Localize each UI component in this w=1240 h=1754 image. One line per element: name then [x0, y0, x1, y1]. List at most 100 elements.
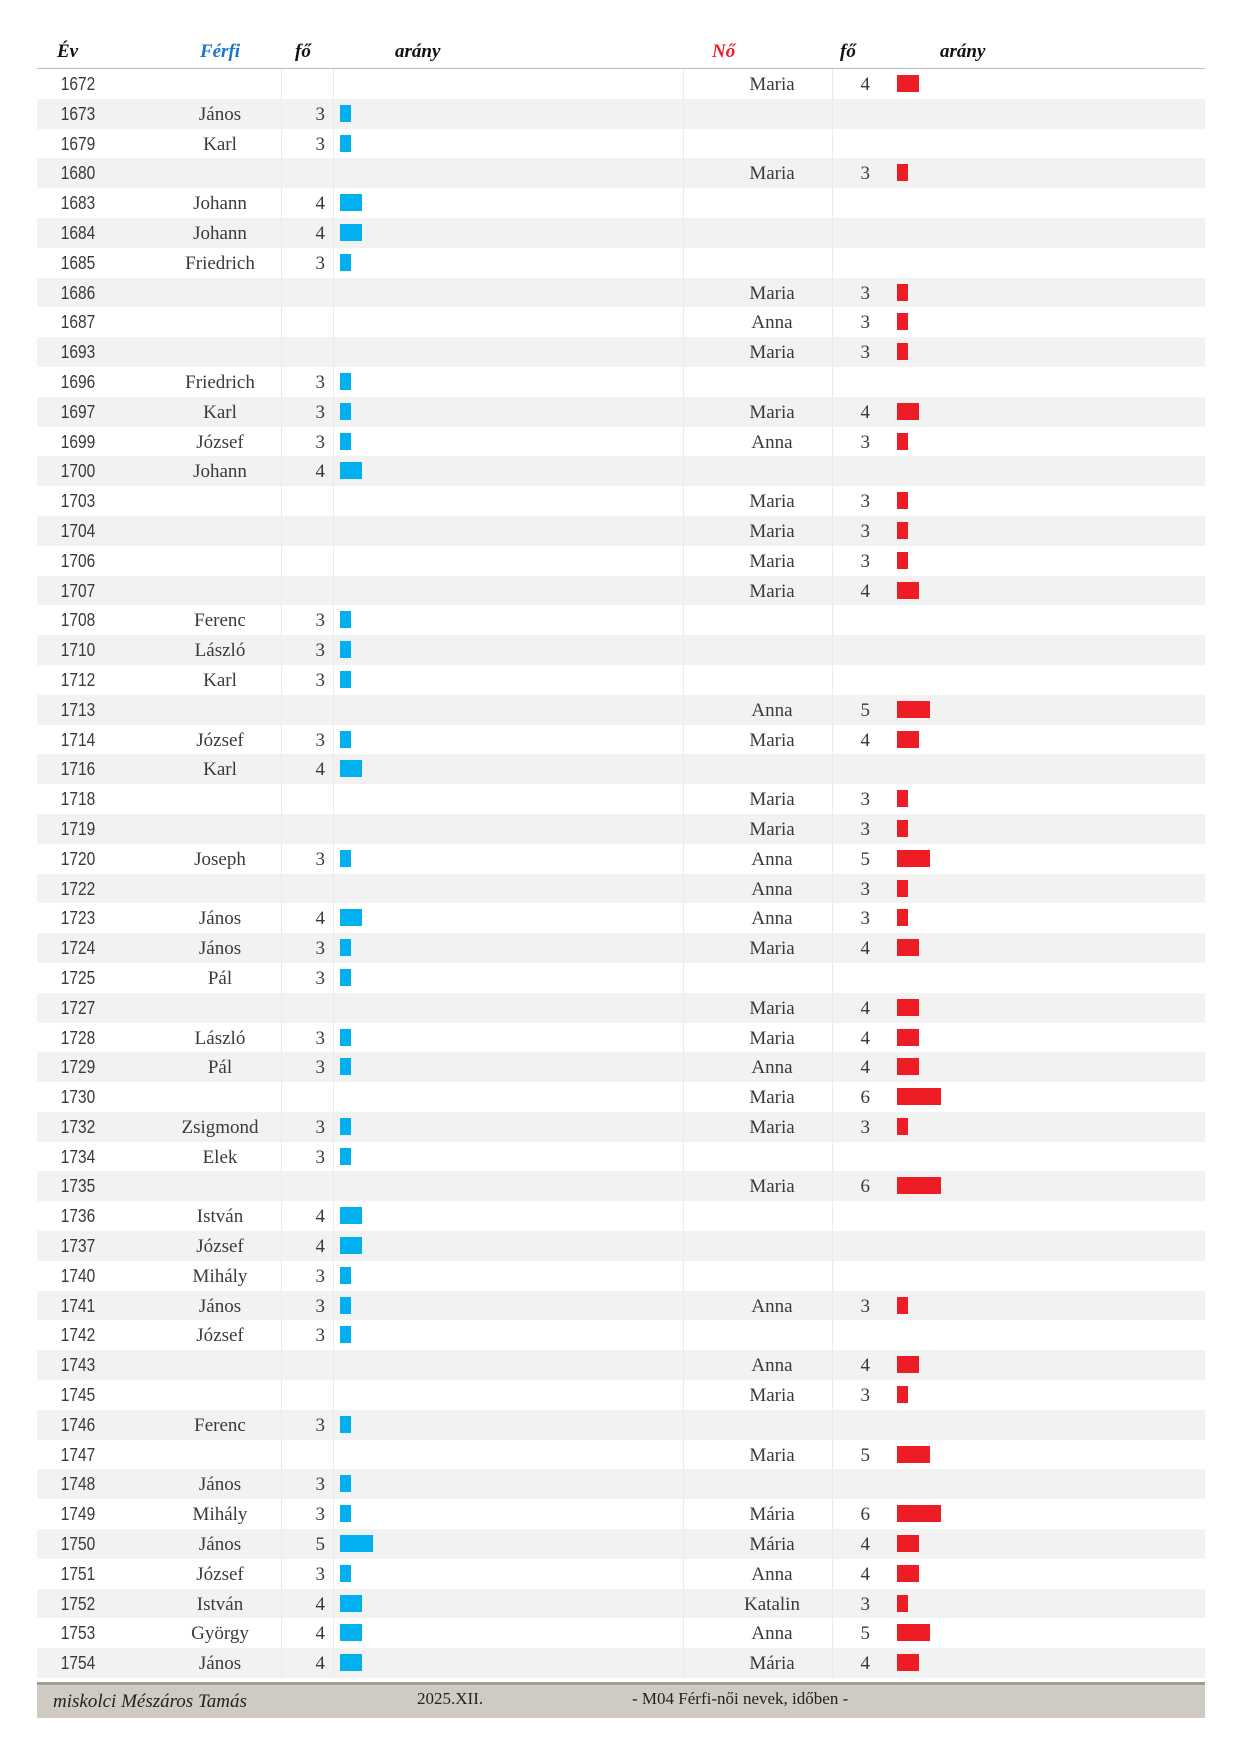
- year-cell: 1746: [60, 1414, 96, 1435]
- year-cell: 1754: [60, 1653, 96, 1674]
- table-row: 1735 Maria 6: [37, 1171, 1205, 1202]
- table-row: 1697 Karl 3 Maria 4: [37, 396, 1205, 427]
- female-name-cell: [697, 665, 847, 695]
- year-cell: 1720: [60, 848, 96, 869]
- column-separator: [281, 962, 282, 993]
- table-row: 1751 József 3 Anna 4: [37, 1558, 1205, 1589]
- year-cell: 1727: [60, 997, 96, 1018]
- table-row: 1725 Pál 3: [37, 962, 1205, 993]
- column-separator: [281, 247, 282, 278]
- female-name-cell: Maria: [749, 938, 795, 960]
- female-count-cell: [830, 456, 870, 486]
- column-separator: [683, 1320, 684, 1351]
- male-name-cell: [165, 874, 275, 904]
- female-ratio-bar: [897, 492, 908, 510]
- table-row: 1720 Joseph 3 Anna 5: [37, 843, 1205, 874]
- female-count-cell: 3: [860, 342, 871, 364]
- male-ratio-bar: [340, 849, 351, 867]
- male-name-cell: Pál: [207, 1057, 233, 1079]
- table-row: 1684 Johann 4: [37, 217, 1205, 248]
- male-name-cell: Mihály: [192, 1265, 248, 1287]
- column-separator: [832, 754, 833, 785]
- male-name-cell: Johann: [193, 461, 247, 483]
- column-separator: [832, 1380, 833, 1410]
- year-cell: 1736: [60, 1206, 96, 1227]
- male-count-cell: [285, 546, 325, 576]
- male-name-cell: [165, 546, 275, 576]
- table-row: 1747 Maria 5: [37, 1439, 1205, 1470]
- column-separator: [832, 933, 833, 963]
- column-separator: [832, 456, 833, 487]
- female-name-cell: Maria: [749, 997, 795, 1019]
- female-count-cell: 3: [860, 878, 871, 900]
- male-ratio-bar: [340, 402, 351, 420]
- male-ratio-bar: [340, 462, 362, 480]
- column-separator: [832, 545, 833, 576]
- column-separator: [333, 1111, 334, 1142]
- male-count-cell: [285, 1350, 325, 1380]
- column-separator: [333, 277, 334, 308]
- year-cell: 1686: [60, 282, 96, 303]
- column-separator: [281, 873, 282, 904]
- male-name-cell: József: [196, 431, 244, 453]
- male-ratio-bar: [340, 1415, 351, 1433]
- column-separator: [832, 1171, 833, 1202]
- column-separator: [832, 277, 833, 308]
- female-count-cell: 6: [860, 1176, 871, 1198]
- column-separator: [281, 515, 282, 546]
- year-cell: 1703: [60, 491, 96, 512]
- footer-title: - M04 Férfi-női nevek, időben -: [632, 1689, 849, 1708]
- male-name-cell: Friedrich: [185, 252, 255, 274]
- column-separator: [683, 724, 684, 755]
- male-name-cell: István: [196, 1206, 244, 1228]
- female-count-cell: 4: [860, 1653, 871, 1675]
- male-name-cell: János: [198, 908, 242, 930]
- year-cell: 1672: [60, 74, 96, 94]
- column-separator: [832, 1260, 833, 1291]
- column-separator: [281, 158, 282, 189]
- column-separator: [683, 694, 684, 725]
- column-separator: [832, 217, 833, 248]
- male-count-cell: 3: [315, 729, 326, 751]
- column-separator: [281, 635, 282, 665]
- male-ratio-bar: [340, 1266, 351, 1284]
- column-separator: [281, 486, 282, 516]
- female-count-cell: 6: [860, 1087, 871, 1109]
- male-name-cell: János: [198, 103, 242, 125]
- female-count-cell: 4: [860, 729, 871, 751]
- male-name-cell: Karl: [203, 401, 237, 423]
- female-name-cell: [697, 367, 847, 397]
- column-separator: [683, 337, 684, 367]
- column-separator: [832, 247, 833, 278]
- male-count-cell: 3: [315, 640, 326, 662]
- column-separator: [333, 1260, 334, 1291]
- column-separator: [333, 1588, 334, 1619]
- table-row: 1683 Johann 4: [37, 188, 1205, 218]
- column-separator: [333, 1439, 334, 1470]
- column-separator: [281, 217, 282, 248]
- year-cell: 1734: [60, 1146, 96, 1167]
- column-separator: [832, 1558, 833, 1589]
- column-separator: [281, 1558, 282, 1589]
- table-row: 1749 Mihály 3 Mária 6: [37, 1499, 1205, 1530]
- header-female-ratio: arány: [940, 41, 986, 62]
- column-separator: [683, 843, 684, 874]
- female-ratio-bar: [897, 1028, 919, 1046]
- female-count-cell: [830, 605, 870, 635]
- female-name-cell: Maria: [749, 163, 795, 185]
- male-count-cell: 3: [315, 669, 326, 691]
- year-cell: 1707: [60, 580, 96, 601]
- female-count-cell: [830, 1231, 870, 1261]
- year-cell: 1722: [60, 878, 96, 899]
- male-name-cell: [165, 1082, 275, 1112]
- female-count-cell: 5: [860, 1444, 871, 1466]
- male-name-cell: János: [198, 1295, 242, 1317]
- male-count-cell: 4: [315, 1593, 326, 1615]
- male-count-cell: 3: [315, 1414, 326, 1436]
- female-count-cell: 5: [860, 1623, 871, 1645]
- female-name-cell: [697, 635, 847, 665]
- column-separator: [683, 69, 684, 99]
- female-count-cell: 3: [860, 818, 871, 840]
- column-separator: [832, 1469, 833, 1500]
- female-ratio-bar: [897, 1445, 930, 1463]
